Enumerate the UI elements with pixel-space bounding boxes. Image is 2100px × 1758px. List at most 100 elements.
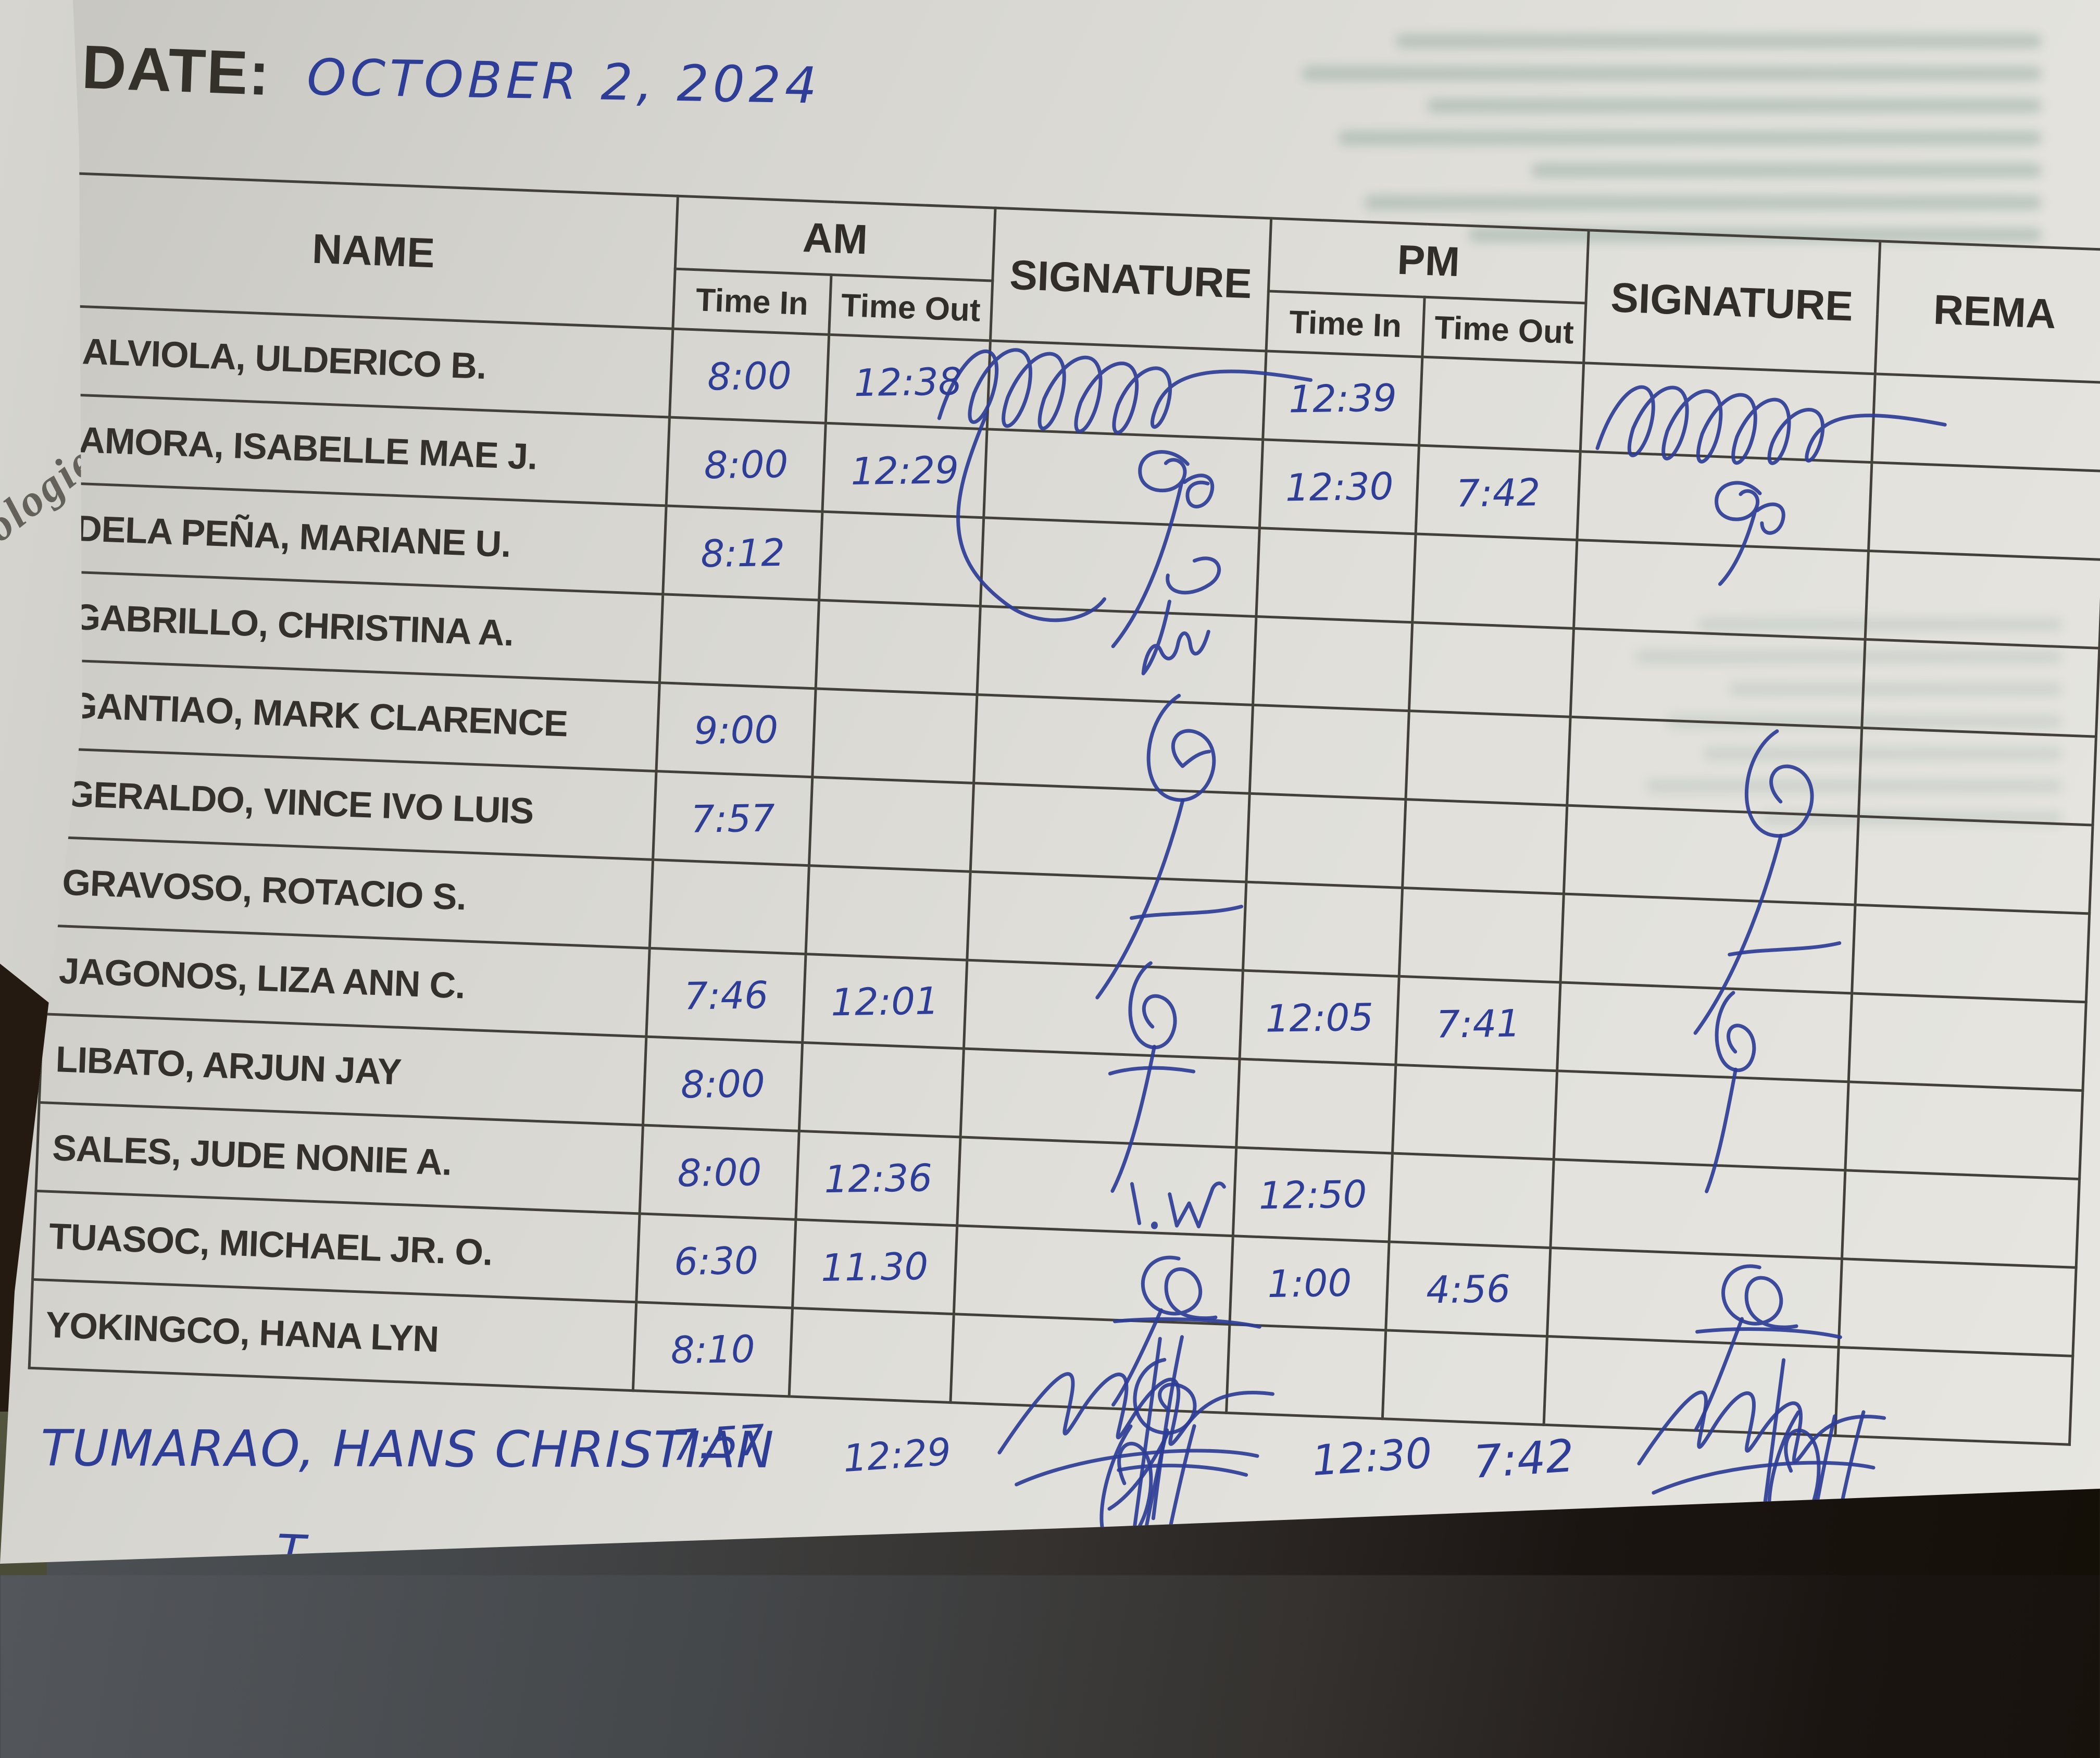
pm-time-out: 4:56 [1385,1241,1551,1337]
am-signature-cell [950,1314,1230,1413]
am-time-out: 12:29 [822,423,988,518]
am-time-out [806,865,971,961]
am-time-out [819,512,984,606]
am-time-out [816,600,981,695]
am-time-in [659,594,819,689]
pm-time-out [1399,888,1564,982]
pm-signature-cell [1560,894,1856,993]
am-time-out: 12:01 [802,954,967,1049]
pm-signature-cell [1567,717,1862,817]
am-time-in: 7:46 [646,948,806,1043]
remarks-cell [1871,373,2100,471]
pm-time-out [1392,1065,1557,1159]
pm-time-in: 12:39 [1262,351,1422,446]
footer-pm-time-in: 12:30 [1310,1428,1434,1486]
pm-time-in [1236,1058,1396,1154]
pm-signature-cell [1544,1336,1839,1436]
remarks-cell [1835,1347,2073,1445]
pm-signature-cell [1577,451,1872,551]
am-time-in: 8:12 [662,505,822,601]
pm-time-in [1246,793,1406,888]
pm-time-in: 12:30 [1259,439,1419,534]
footer-am-time-in: 7:57 [670,1415,767,1470]
am-signature-cell [954,1225,1233,1325]
pm-signature-cell [1550,1159,1845,1259]
pm-time-in [1226,1324,1386,1419]
remarks-cell [1839,1258,2077,1356]
am-time-out [799,1042,964,1137]
signature-tumarao-am [1071,1424,1279,1564]
pm-signature-cell [1570,628,1866,728]
pm-time-out [1405,710,1571,806]
am-time-out: 12:38 [826,334,991,429]
pm-time-out [1412,533,1577,629]
pm-time-out [1389,1153,1554,1248]
remarks-cell [1858,728,2096,826]
remarks-cell [1842,1170,2080,1268]
remarks-cell [1848,993,2086,1091]
am-time-out: 12:36 [795,1131,961,1226]
date-line: DATE: OCTOBER 2, 2024 [81,32,822,130]
remarks-cell [1855,816,2093,914]
am-signature-cell [977,606,1256,705]
am-time-in: 9:00 [656,682,816,777]
am-signature-cell [957,1137,1236,1236]
pm-signature-cell [1554,1070,1849,1170]
date-label: DATE: [80,32,272,109]
header-name: NAME [69,173,678,329]
am-time-in: 7:57 [653,771,813,866]
header-pm-time-in: Time In [1266,291,1425,357]
date-handwritten-value: OCTOBER 2, 2024 [306,48,821,115]
am-time-out [789,1308,954,1403]
header-remarks-cut: REMA [1875,241,2100,383]
attendance-sheet-paper: DATE: OCTOBER 2, 2024 NAME AM SIGNATURE P… [0,0,2100,1564]
footer-name-suffix: T. [275,1524,316,1581]
pm-time-in [1243,882,1403,977]
photo-of-attendance-sheet: { "sheet": { "date_label": "DATE:", "dat… [0,0,2100,1575]
remarks-cell [1852,905,2090,1002]
header-pm-time-out: Time Out [1422,297,1586,363]
am-time-in: 8:00 [666,417,826,512]
footer-pm-time-out: 7:42 [1471,1430,1576,1489]
pm-signature-cell [1557,982,1852,1082]
pm-time-in: 12:50 [1233,1147,1393,1242]
remarks-cell [1845,1081,2083,1179]
am-time-in: 8:00 [640,1125,799,1220]
header-am: AM [675,196,996,281]
header-signature-am: SIGNATURE [990,208,1271,351]
am-signature-cell [983,429,1263,528]
am-time-out [809,777,974,872]
pm-signature-cell [1547,1248,1842,1348]
header-am-time-in: Time In [672,269,831,335]
pm-time-in [1249,705,1409,800]
am-time-in: 8:00 [643,1037,803,1131]
pm-time-in [1253,616,1412,711]
pm-time-out [1382,1330,1547,1425]
pm-time-in: 12:05 [1240,970,1399,1065]
am-signature-cell [964,960,1243,1059]
pm-signature-cell [1564,805,1859,905]
pm-time-out [1409,622,1574,717]
am-time-in: 8:00 [669,329,829,423]
am-signature-cell [960,1049,1240,1148]
header-am-time-out: Time Out [829,275,993,341]
am-time-in [649,859,809,954]
pm-time-out [1419,357,1584,452]
ink-showthrough-top [1208,16,2042,242]
pm-time-out: 7:41 [1395,976,1561,1071]
am-signature-cell [973,694,1253,794]
am-signature-cell [967,871,1246,971]
am-signature-cell [987,341,1267,440]
attendance-table: NAME AM SIGNATURE PM SIGNATURE REMA Time… [28,172,2100,1446]
am-signature-cell [970,783,1250,882]
am-time-in: 8:10 [633,1302,793,1397]
remarks-cell [1868,462,2100,560]
am-time-out [812,688,977,783]
remarks-cell [1861,639,2099,737]
footer-name-handwritten: TUMARAO, HANS CHRISTIAN [41,1419,775,1479]
am-signature-cell [980,517,1260,617]
footer-am-time-out: 12:29 [841,1429,953,1481]
pm-signature-cell [1580,363,1876,463]
header-signature-pm: SIGNATURE [1583,230,1880,374]
pm-time-in: 1:00 [1229,1236,1390,1330]
